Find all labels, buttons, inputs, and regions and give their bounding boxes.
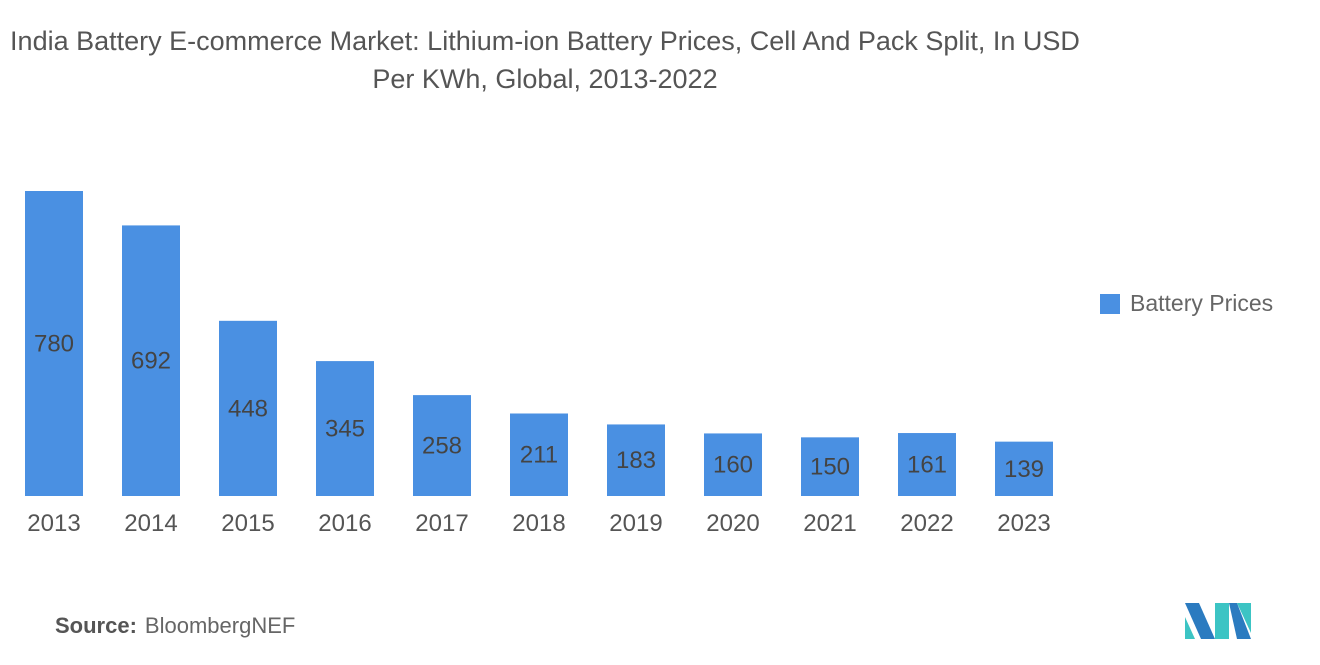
data-label-2022: 161 [907, 452, 947, 479]
logo [1185, 603, 1251, 639]
data-label-2019: 183 [616, 447, 656, 474]
x-tick-label-2017: 2017 [415, 510, 468, 537]
data-label-2016: 345 [325, 416, 365, 443]
data-label-2017: 258 [422, 433, 462, 460]
bar-2016 [316, 361, 374, 496]
data-label-2014: 692 [131, 348, 171, 375]
bar-2022 [898, 433, 956, 496]
bar-2020 [704, 433, 762, 496]
legend-label: Battery Prices [1130, 290, 1274, 316]
x-tick-label-2022: 2022 [900, 510, 953, 537]
bar-2021 [801, 437, 859, 496]
x-tick-label-2021: 2021 [803, 510, 856, 537]
x-tick-label-2020: 2020 [706, 510, 759, 537]
chart-title: India Battery E-commerce Market: Lithium… [10, 26, 1080, 94]
bar-2019 [607, 424, 665, 496]
data-label-2013: 780 [34, 331, 74, 358]
bar-2013 [25, 191, 83, 496]
bar-2015 [219, 320, 277, 496]
x-tick-label-2015: 2015 [221, 510, 274, 537]
x-tick-label-2013: 2013 [27, 510, 80, 537]
x-tick-label-2014: 2014 [124, 510, 177, 537]
legend: Battery Prices [1100, 290, 1273, 317]
x-tick-label-2019: 2019 [609, 510, 662, 537]
bar-2023 [995, 441, 1053, 496]
bar-2014 [122, 225, 180, 496]
source: Source: BloombergNEF [55, 613, 295, 639]
bar-2017 [413, 395, 471, 496]
source-value: BloombergNEF [144, 613, 296, 638]
data-label-2023: 139 [1004, 456, 1044, 483]
bar-chart: 780 2013 692 2014 448 2015 345 2016 258 2017 211 20… [25, 191, 1053, 537]
data-label-2021: 150 [810, 454, 850, 481]
data-label-2018: 211 [520, 442, 558, 469]
data-label-2015: 448 [228, 395, 268, 422]
x-tick-label-2016: 2016 [318, 510, 371, 537]
x-tick-label-2023: 2023 [997, 510, 1050, 537]
x-tick-label-2018: 2018 [512, 510, 565, 537]
source-label: Source: [55, 613, 137, 638]
legend-swatch [1100, 293, 1120, 314]
bar-2018 [510, 413, 568, 496]
data-label-2020: 160 [713, 452, 753, 479]
